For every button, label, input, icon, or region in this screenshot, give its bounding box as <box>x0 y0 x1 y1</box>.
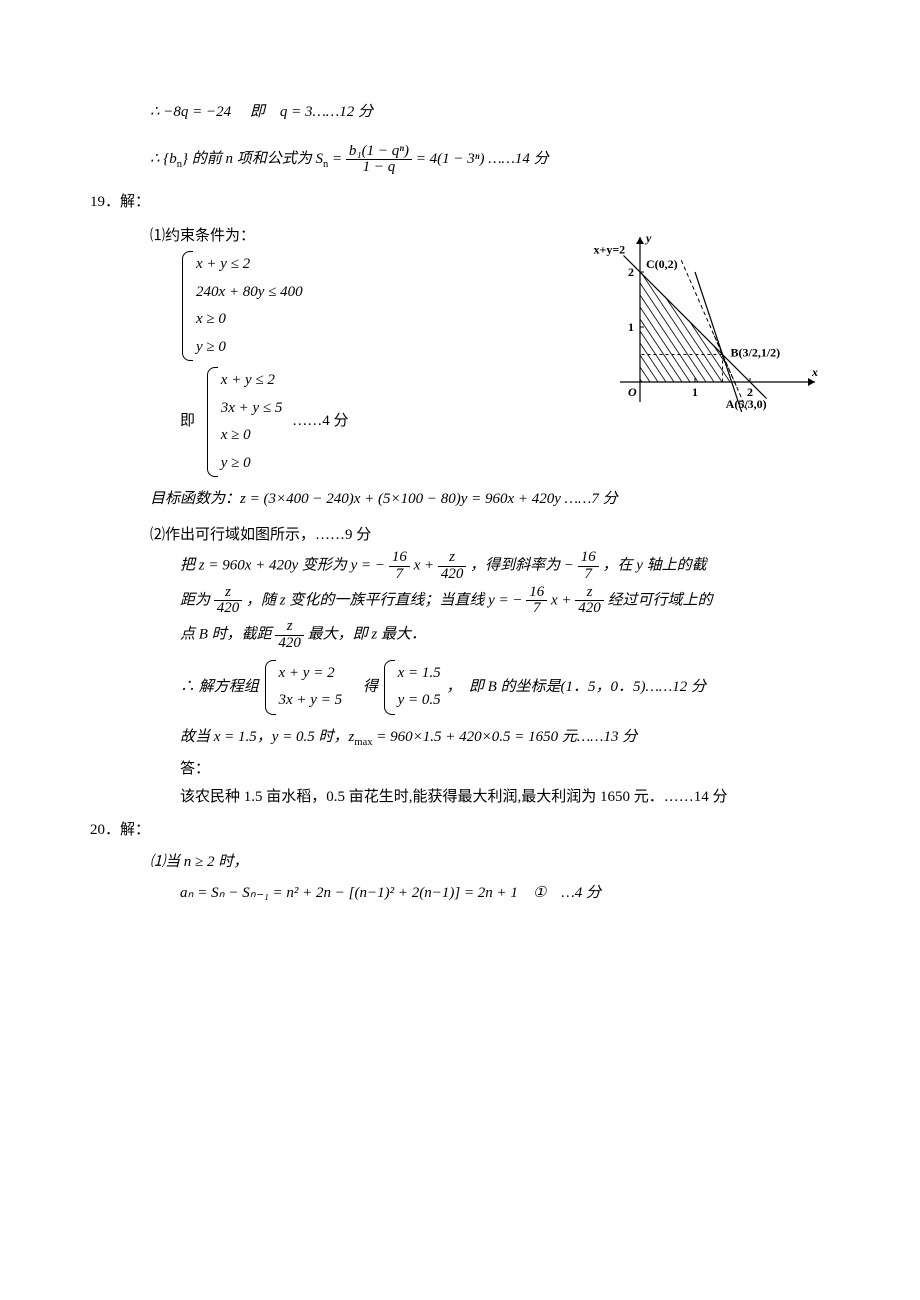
q19-answer-text: 该农民种 1.5 亩水稻，0.5 亩花生时,能获得最大利润,最大利润为 1650… <box>180 785 830 811</box>
q19: 19．解： <box>90 190 830 216</box>
svg-text:B(3/2,1/2): B(3/2,1/2) <box>731 345 781 359</box>
q19-objective: 目标函数为：z = (3×400 − 240)x + (5×100 − 80)y… <box>150 487 830 513</box>
eq-8q: ∴ −8q = −24 即 q = 3……12 分 <box>150 104 373 120</box>
q19-p1-head: ⑴约束条件为： <box>150 224 570 250</box>
brace-sys1: x + y ≤ 2 240x + 80y ≤ 400 x ≥ 0 y ≥ 0 <box>180 251 305 361</box>
pre-q19-line2: ∴ {bn} 的前 n 项和公式为 Sn = b₁(1 − qⁿ) 1 − q … <box>150 144 830 177</box>
q19-answer-label: 答： <box>180 757 830 783</box>
q20-p1-head: ⑴当 n ≥ 2 时， <box>150 850 830 876</box>
bn-prefix: ∴ {b <box>150 151 177 167</box>
svg-text:2: 2 <box>628 265 634 279</box>
q19-solve-system: ∴ 解方程组 x + y = 2 3x + y = 5 得 x = 1.5 y … <box>180 660 830 715</box>
svg-text:A(5/3,0): A(5/3,0) <box>726 397 767 411</box>
brace-sys2: x + y ≤ 2 3x + y ≤ 5 x ≥ 0 y ≥ 0 <box>205 367 285 477</box>
lp-graph-svg: Oxy1212x+y=23x+y=5C(0,2)B(3/2,1/2)A(5/3,… <box>590 232 830 412</box>
frac-bn: b₁(1 − qⁿ) 1 − q <box>346 144 412 177</box>
feasible-region-graph: Oxy1212x+y=23x+y=5C(0,2)B(3/2,1/2)A(5/3,… <box>590 232 830 412</box>
q19-p2-head: ⑵作出可行域如图所示，……9 分 <box>150 523 830 549</box>
svg-text:C(0,2): C(0,2) <box>646 257 678 271</box>
q20-label: 解： <box>120 822 150 838</box>
brace-sys4: x = 1.5 y = 0.5 <box>382 660 443 715</box>
q20-an-line: aₙ = Sₙ − Sₙ₋₁ = n² + 2n − [(n−1)² + 2(n… <box>180 881 830 907</box>
q19-trans-line-b: 距为 z420 ，随 z 变化的一族平行直线；当直线 y = − 167 x +… <box>180 585 830 618</box>
svg-text:1: 1 <box>628 320 634 334</box>
svg-text:y: y <box>644 232 652 245</box>
q19-num: 19． <box>90 194 120 210</box>
q20-num: 20． <box>90 822 120 838</box>
q19-sys2-row: 即 x + y ≤ 2 3x + y ≤ 5 x ≥ 0 y ≥ 0 ……4 分 <box>180 367 570 477</box>
ji-label: 即 <box>180 413 195 429</box>
brace-sys3: x + y = 2 3x + y = 5 <box>263 660 345 715</box>
svg-text:1: 1 <box>692 385 698 399</box>
q19-zmax: 故当 x = 1.5，y = 0.5 时，zmax = 960×1.5 + 42… <box>180 725 830 752</box>
q19-part1-row: ⑴约束条件为： x + y ≤ 2 240x + 80y ≤ 400 x ≥ 0… <box>90 222 830 480</box>
svg-text:x+y=2: x+y=2 <box>594 242 626 256</box>
q20: 20．解： <box>90 818 830 844</box>
sys2-tail: ……4 分 <box>292 413 348 429</box>
svg-text:x: x <box>811 365 818 379</box>
pre-q19-line1: ∴ −8q = −24 即 q = 3……12 分 <box>150 100 830 126</box>
q19-sys1: x + y ≤ 2 240x + 80y ≤ 400 x ≥ 0 y ≥ 0 <box>180 251 570 361</box>
q19-label: 解： <box>120 194 150 210</box>
q19-trans-line-c: 点 B 时，截距 z420 最大，即 z 最大． <box>180 619 830 652</box>
q19-trans-line-a: 把 z = 960x + 420y 变形为 y = − 167 x + z420… <box>180 550 830 583</box>
svg-text:O: O <box>628 385 637 399</box>
